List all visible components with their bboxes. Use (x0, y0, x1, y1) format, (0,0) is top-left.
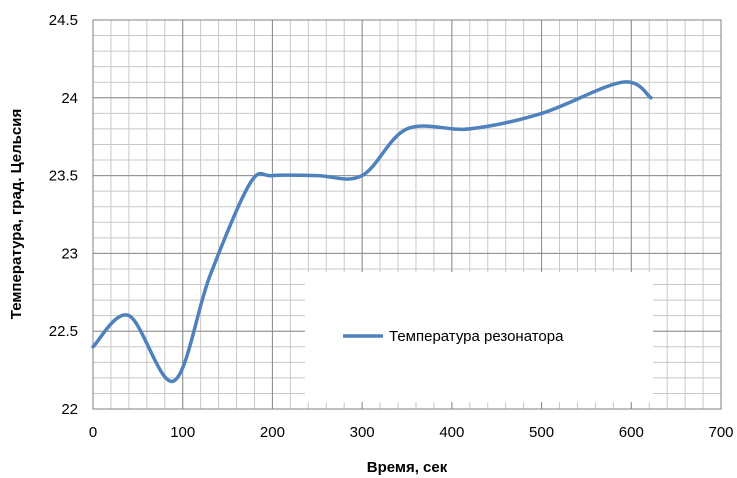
x-tick-label: 200 (260, 424, 285, 441)
x-tick-label: 600 (619, 424, 644, 441)
y-tick-label: 24.5 (49, 12, 78, 29)
legend-series-label: Температура резонатора (389, 328, 564, 345)
y-tick-label: 22 (61, 401, 78, 418)
series-line-0 (91, 80, 653, 383)
y-tick-label: 23.5 (49, 168, 78, 185)
x-axis-label: Время, сек (367, 459, 448, 476)
series-layer (91, 80, 653, 383)
x-tick-label: 700 (708, 424, 733, 441)
y-axis-label: Температура, град. Цельсия (8, 109, 25, 319)
x-axis-ticks: 0 100 200 300 400 500 600 700 (89, 424, 734, 441)
y-tick-label: 23 (61, 245, 78, 262)
y-tick-label: 22.5 (49, 323, 78, 340)
plot-area-border (92, 19, 722, 410)
y-tick-label: 24 (61, 90, 78, 107)
y-axis-ticks: 22 22.5 23 23.5 24 24.5 (49, 12, 78, 418)
x-tick-label: 100 (170, 424, 195, 441)
x-tick-label: 300 (350, 424, 375, 441)
x-tick-label: 400 (439, 424, 464, 441)
x-tick-label: 0 (89, 424, 97, 441)
x-tick-label: 500 (529, 424, 554, 441)
